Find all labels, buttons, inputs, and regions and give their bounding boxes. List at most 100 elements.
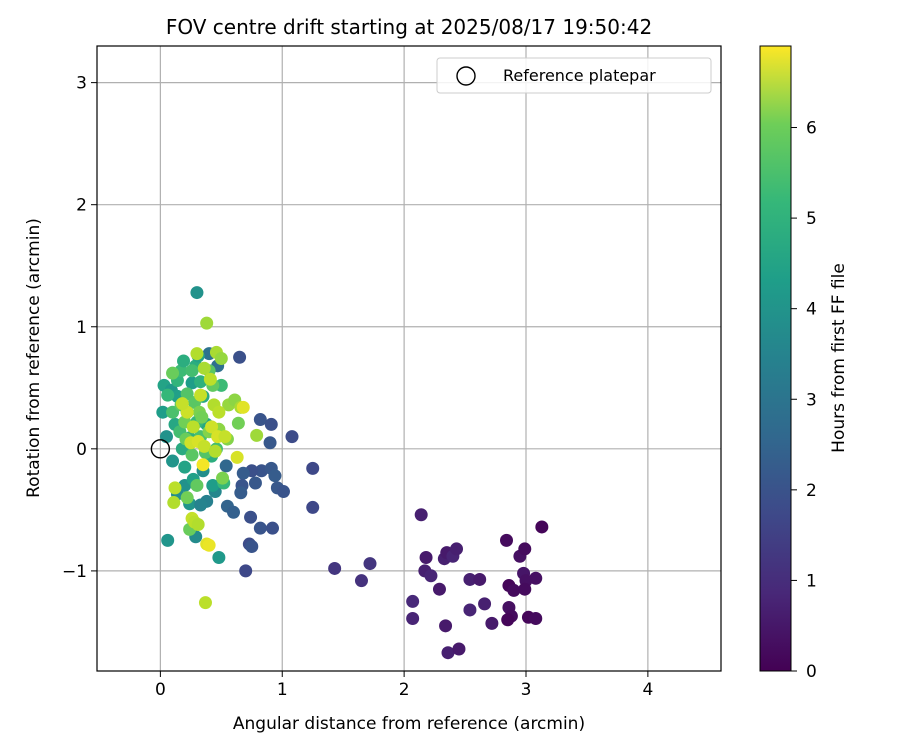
colorbar-tick-label: 4 [806,300,817,320]
y-axis-label: Rotation from reference (arcmin) [24,218,44,498]
y-tick-label: −1 [62,562,87,582]
data-point [227,505,240,519]
data-point [214,352,228,365]
data-point [253,521,267,535]
data-point [441,646,455,660]
data-point [205,420,219,434]
x-tick-label: 1 [277,680,288,700]
colorbar-frame [759,45,792,672]
reference-point-marker [150,439,171,459]
x-tick-label: 0 [155,680,166,700]
data-point [253,413,267,427]
data-point [414,508,428,522]
data-point [255,464,269,478]
data-point [239,564,253,578]
colorbar-tick-label: 1 [806,571,817,591]
data-point [424,569,438,583]
data-point [190,347,204,361]
data-point [203,372,217,386]
y-tick-label: 3 [76,74,87,94]
data-point [185,448,199,462]
data-point [156,405,170,419]
data-point [218,430,232,444]
colorbar-tick-label: 3 [806,390,817,410]
data-point [195,410,209,424]
data-point [266,521,279,535]
data-point [175,397,189,411]
data-point [180,387,194,401]
data-point [197,361,211,375]
colorbar-gradient [760,46,791,671]
data-point [264,417,278,431]
data-point [478,597,492,611]
data-point [212,550,226,564]
data-point [276,485,290,499]
legend: Reference platepar [436,57,712,94]
data-point [263,436,277,450]
data-point [463,572,477,586]
data-point [250,428,264,442]
legend-box [436,57,712,94]
x-tick-label: 3 [521,680,532,700]
x-tick-label: 4 [642,680,653,700]
data-point [202,538,216,552]
data-point [206,478,220,492]
data-point [190,478,204,492]
colorbar-label: Hours from first FF file [829,263,849,453]
data-point [191,518,205,532]
data-point [518,542,532,556]
data-point [208,444,222,458]
data-point [248,476,262,490]
data-point [212,405,226,419]
data-point [200,316,214,330]
data-point [234,486,248,500]
chart-title: FOV centre drift starting at 2025/08/17 … [166,15,652,39]
data-point [196,458,210,472]
legend-marker-open-circle [456,66,476,86]
x-tick-label: 2 [399,680,410,700]
data-point [363,557,377,571]
x-axis-label: Angular distance from reference (arcmin) [233,714,585,734]
data-point [177,354,191,368]
data-point [159,430,173,444]
y-tick-label: 2 [76,196,87,216]
y-tick-label: 1 [76,318,87,338]
grid-lines [97,46,721,671]
data-point [500,533,513,547]
data-point [194,388,208,402]
data-point [198,596,212,610]
data-point [167,496,181,510]
data-point [180,491,194,505]
data-point [168,481,182,495]
data-point [190,286,204,300]
data-point [236,400,250,414]
data-point [186,420,200,434]
data-point [518,582,532,596]
data-point [529,571,543,585]
data-point [194,498,208,512]
data-points [156,286,549,660]
data-point [306,461,320,475]
data-point [450,542,464,556]
data-point [236,466,250,480]
data-point [230,450,244,464]
data-point [161,388,175,402]
data-point [166,405,180,419]
colorbar-tick-label: 5 [806,209,817,229]
data-point [268,469,282,483]
colorbar: 0 1 2 3 4 5 6 Hours from first FF file [759,45,849,682]
data-point [406,612,420,626]
data-point [219,459,233,473]
data-point [501,613,515,627]
legend-label: Reference platepar [503,66,656,85]
data-point [535,520,549,534]
data-point [166,366,180,380]
colorbar-tick-label: 2 [806,481,817,501]
y-tick-label: 0 [76,440,87,460]
y-axis-ticks: −1 0 1 2 3 [62,74,97,582]
reference-platepar-marker [150,439,171,459]
data-point [161,533,175,547]
data-point [166,454,180,468]
